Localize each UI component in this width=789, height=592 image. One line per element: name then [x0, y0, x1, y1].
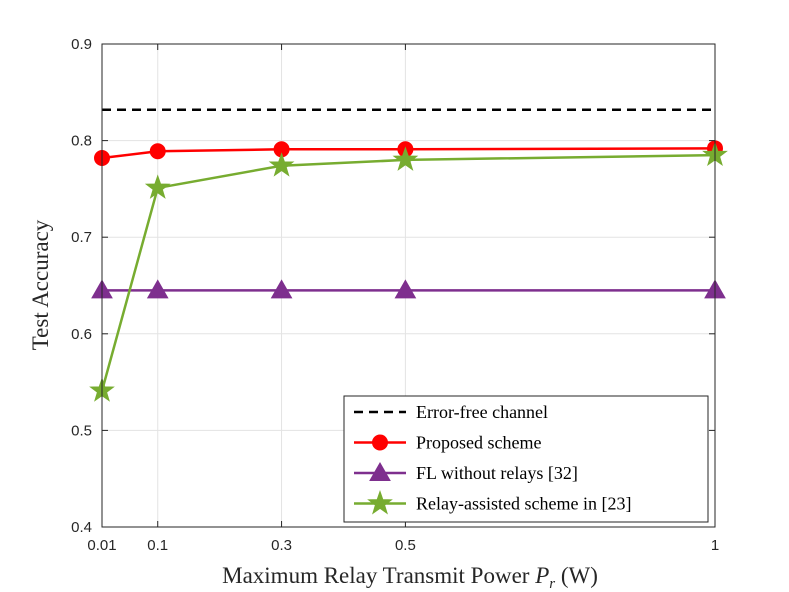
data-point [394, 279, 417, 299]
legend-label: Relay-assisted scheme in [23] [416, 494, 631, 514]
x-tick-label: 0.1 [147, 537, 168, 554]
plot-series [89, 108, 728, 402]
plot-area-border [101, 43, 716, 528]
legend-entry: FL without relays [32] [354, 461, 578, 483]
y-axis-label: Test Accuracy [28, 219, 53, 350]
data-point [149, 143, 166, 160]
x-tick-label: 0.5 [395, 537, 416, 554]
legend-entry: Proposed scheme [354, 433, 541, 453]
series-relay-assisted-scheme-in-23 [89, 141, 728, 402]
legend-label: FL without relays [32] [416, 463, 578, 483]
data-point [270, 279, 293, 299]
legend-entry: Error-free channel [354, 402, 548, 422]
legend-label: Error-free channel [416, 402, 548, 422]
x-axis-label: Maximum Relay Transmit Power Pr (W) [222, 563, 598, 592]
grid-lines [102, 44, 715, 527]
legend-box [343, 395, 709, 523]
y-tick-label: 0.8 [71, 133, 92, 150]
x-tick-label: 1 [711, 537, 719, 554]
legend-label: Proposed scheme [416, 433, 541, 453]
y-tick-label: 0.5 [71, 422, 92, 439]
legend-marker [367, 489, 393, 515]
legend: Error-free channel Proposed scheme FL with… [343, 395, 709, 523]
legend-entry: Relay-assisted scheme in [23] [354, 489, 631, 515]
data-point [146, 279, 169, 299]
series-fl-without-relays-32 [91, 279, 726, 299]
y-tick-label: 0.7 [71, 229, 92, 246]
data-point [268, 152, 295, 177]
legend-marker [372, 434, 388, 451]
data-point [144, 174, 171, 199]
x-tick-label: 0.01 [87, 537, 116, 554]
data-point [392, 146, 419, 171]
legend-marker [369, 461, 391, 481]
axis-ticks: 0.01 0.1 0.3 0.5 1 0.4 0.5 0.6 0.7 0.8 0.9 [71, 36, 719, 554]
y-tick-label: 0.9 [71, 36, 92, 53]
y-tick-label: 0.4 [71, 519, 92, 536]
y-tick-label: 0.6 [71, 326, 92, 343]
series-line [100, 153, 716, 392]
x-tick-label: 0.3 [271, 537, 292, 554]
